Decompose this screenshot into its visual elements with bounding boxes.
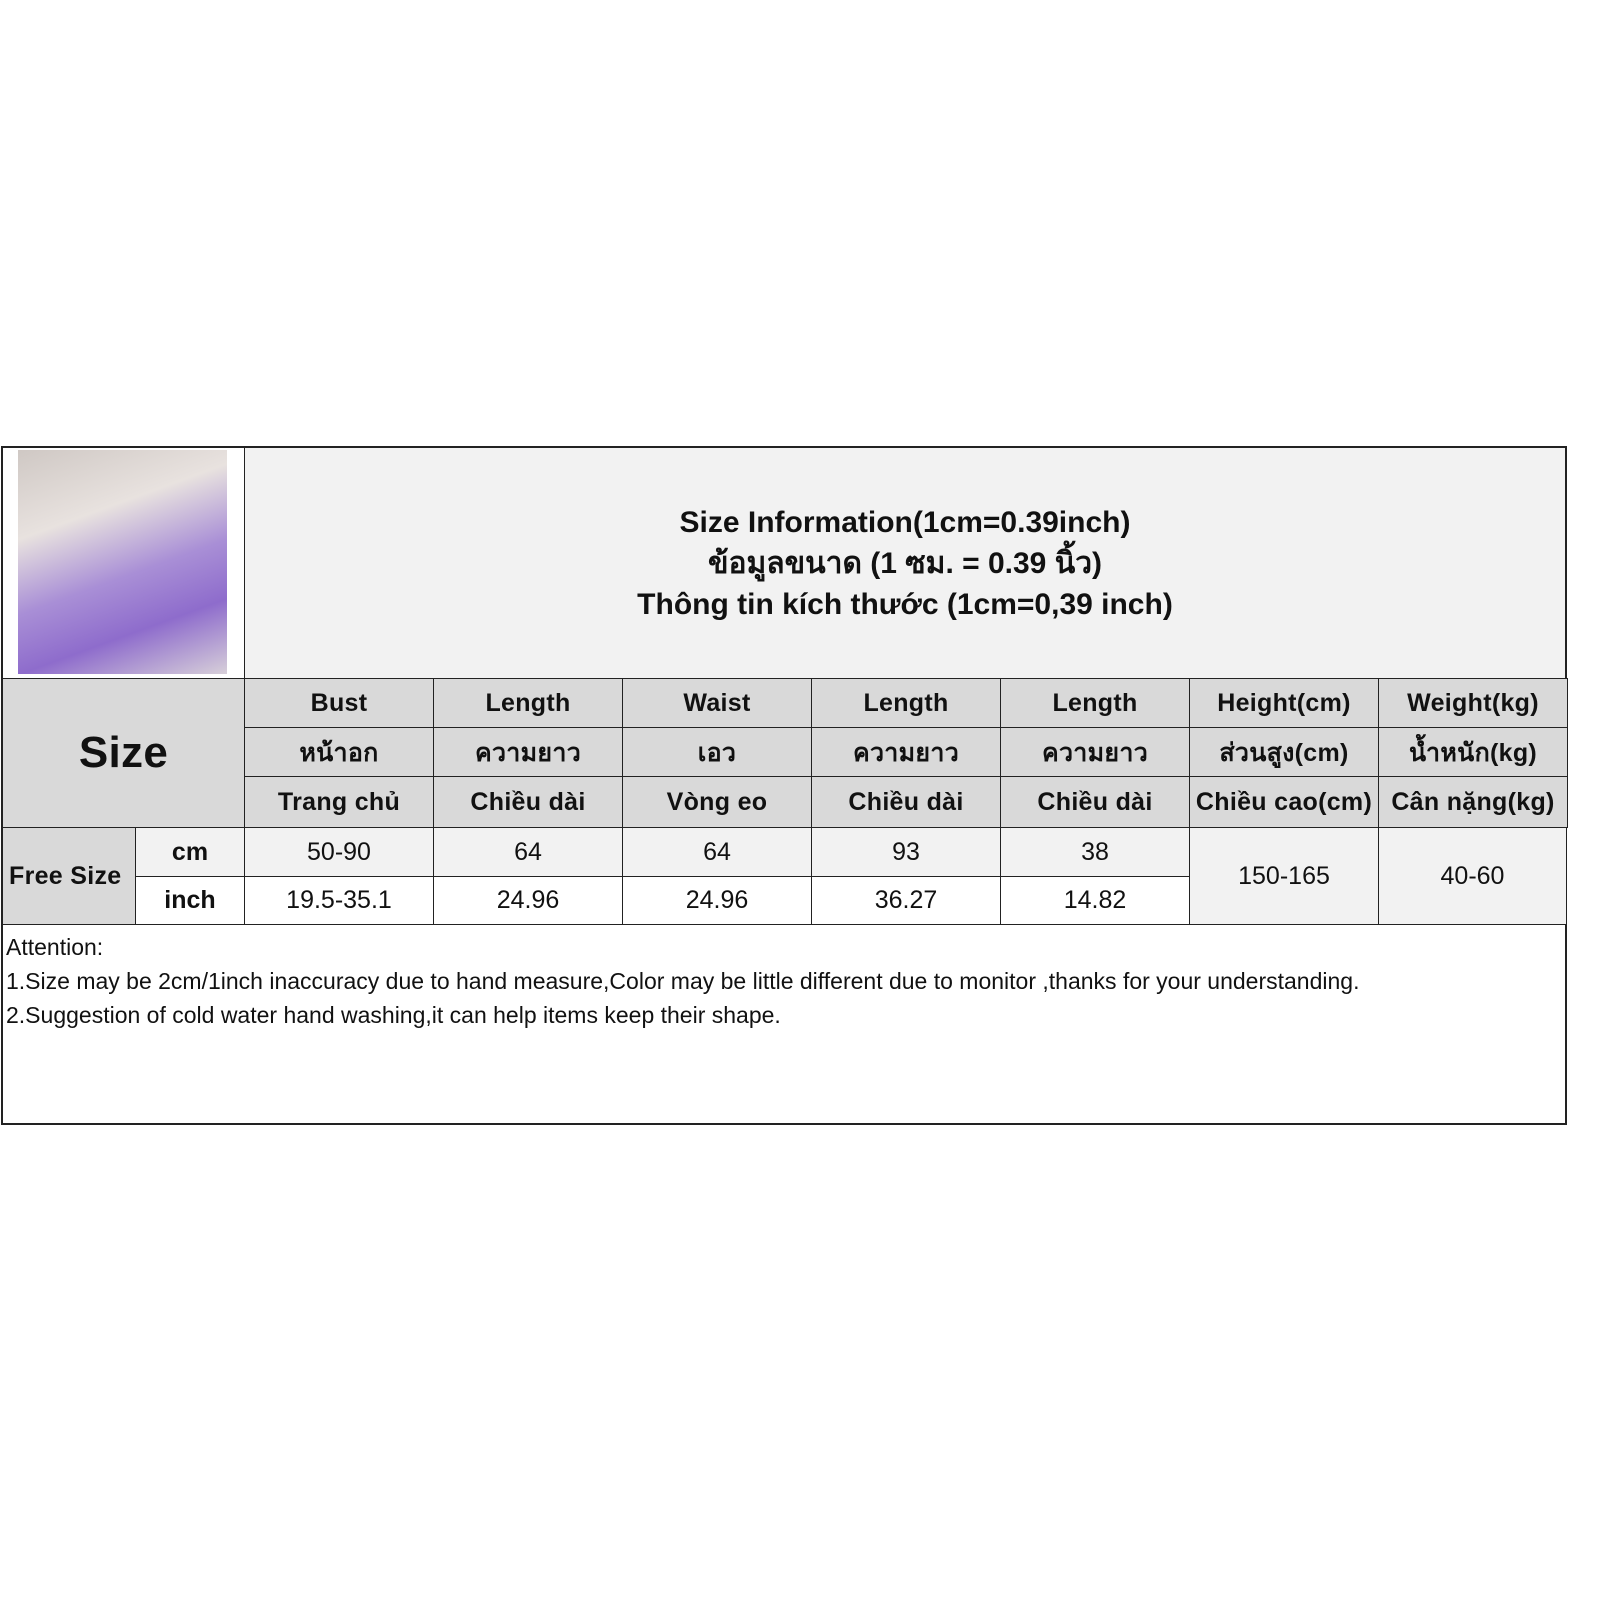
- free-size-label: Free Size: [2, 827, 136, 925]
- cm-value: 64: [622, 827, 812, 877]
- column-header-th: น้ำหนัก(kg): [1378, 727, 1568, 778]
- column-header-en: Length: [433, 678, 623, 729]
- product-photo: [18, 450, 227, 674]
- chart-title: Size Information(1cm=0.39inch) ข้อมูลขนา…: [244, 447, 1566, 679]
- size-header: Size: [2, 678, 245, 828]
- column-header-th: เอว: [622, 727, 812, 778]
- cm-value: 93: [811, 827, 1001, 877]
- inch-value: 24.96: [433, 876, 623, 925]
- cm-value: 64: [433, 827, 623, 877]
- column-header-en: Bust: [244, 678, 434, 729]
- column-header-en: Length: [1000, 678, 1190, 729]
- column-header-th: ความยาว: [811, 727, 1001, 778]
- column-header-vi: Chiều dài: [433, 776, 623, 828]
- inch-label: inch: [135, 876, 245, 925]
- inch-value: 36.27: [811, 876, 1001, 925]
- attention-notes: Attention: 1.Size may be 2cm/1inch inacc…: [6, 930, 1359, 1032]
- note-2: 2.Suggestion of cold water hand washing,…: [6, 1002, 781, 1028]
- title-vi: Thông tin kích thước (1cm=0,39 inch): [637, 587, 1173, 621]
- column-header-th: ความยาว: [433, 727, 623, 778]
- column-header-en: Height(cm): [1189, 678, 1379, 729]
- note-1: 1.Size may be 2cm/1inch inaccuracy due t…: [6, 968, 1360, 994]
- column-header-en: Weight(kg): [1378, 678, 1568, 729]
- title-th: ข้อมูลขนาด (1 ซม. = 0.39 นิ้ว): [707, 546, 1103, 580]
- height-value: 150-165: [1189, 827, 1379, 925]
- inch-value: 19.5-35.1: [244, 876, 434, 925]
- weight-value: 40-60: [1378, 827, 1567, 925]
- title-en: Size Information(1cm=0.39inch): [679, 505, 1131, 539]
- column-header-vi: Chiều cao(cm): [1189, 776, 1379, 828]
- column-header-th: หน้าอก: [244, 727, 434, 778]
- column-header-th: ความยาว: [1000, 727, 1190, 778]
- column-header-en: Waist: [622, 678, 812, 729]
- cm-value: 50-90: [244, 827, 434, 877]
- inch-value: 24.96: [622, 876, 812, 925]
- column-header-vi: Vòng eo: [622, 776, 812, 828]
- note-heading: Attention:: [6, 934, 104, 960]
- cm-value: 38: [1000, 827, 1190, 877]
- column-header-th: ส่วนสูง(cm): [1189, 727, 1379, 778]
- column-header-vi: Chiều dài: [811, 776, 1001, 828]
- column-header-vi: Cân nặng(kg): [1378, 776, 1568, 828]
- column-header-vi: Chiều dài: [1000, 776, 1190, 828]
- cm-label: cm: [135, 827, 245, 877]
- column-header-en: Length: [811, 678, 1001, 729]
- inch-value: 14.82: [1000, 876, 1190, 925]
- column-header-vi: Trang chủ: [244, 776, 434, 828]
